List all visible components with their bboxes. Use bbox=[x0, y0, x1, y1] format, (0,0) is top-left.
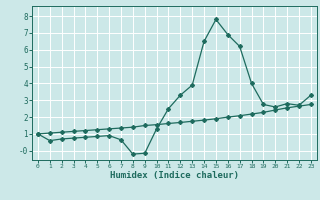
X-axis label: Humidex (Indice chaleur): Humidex (Indice chaleur) bbox=[110, 171, 239, 180]
